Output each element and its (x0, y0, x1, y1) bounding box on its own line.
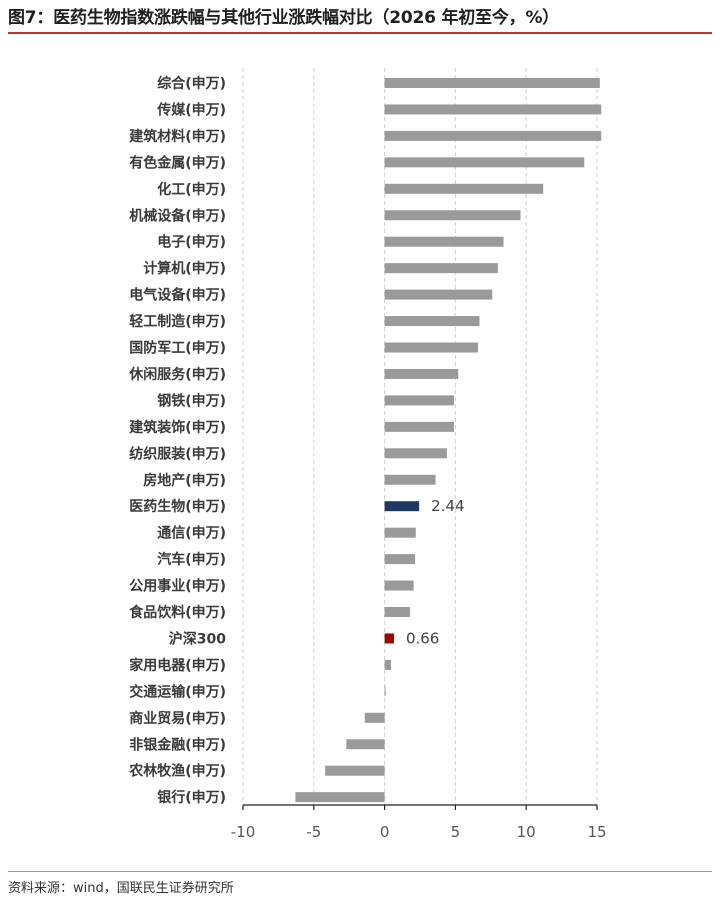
source-note: 资料来源：wind，国联民生证券研究所 (8, 881, 234, 896)
category-label: 钢铁(申万) (157, 392, 226, 409)
category-label: 交通运输(申万) (129, 683, 226, 700)
category-label: 计算机(申万) (143, 260, 226, 277)
category-label: 沪深300 (169, 630, 226, 647)
bar (384, 104, 602, 115)
bar (364, 712, 385, 723)
category-label: 化工(申万) (157, 181, 226, 198)
bar (384, 448, 447, 459)
chart-title: 图7：医药生物指数涨跌幅与其他行业涨跌幅对比（2026 年初至今，%） (8, 8, 560, 28)
category-label: 家用电器(申万) (129, 657, 226, 674)
x-tick-label: 15 (587, 823, 606, 841)
bar-chart: -10 -5 0 5 10 15 综合(申万) 传媒(申万) 建筑材料(申万) 有色金属(申万)… (128, 68, 607, 841)
category-label: 国防军工(申万) (129, 340, 226, 357)
category-label: 商业贸易(申万) (129, 710, 226, 727)
category-label: 休闲服务(申万) (128, 366, 226, 383)
x-tick-label: 0 (380, 823, 390, 841)
bar (346, 739, 385, 750)
x-tick-label: 10 (517, 823, 536, 841)
data-label: 2.44 (431, 497, 464, 515)
data-label: 0.66 (406, 629, 439, 647)
title-divider (8, 32, 712, 34)
bar (384, 421, 454, 432)
bar (384, 263, 498, 274)
bar (384, 580, 414, 591)
bar (384, 659, 391, 670)
bar (384, 527, 416, 538)
category-label: 传媒(申万) (156, 101, 226, 118)
bar (384, 183, 544, 194)
bar (384, 210, 521, 221)
category-label: 公用事业(申万) (129, 578, 226, 595)
category-label: 电气设备(申万) (129, 287, 226, 304)
bar (384, 686, 386, 697)
bar (384, 554, 416, 565)
category-label: 房地产(申万) (143, 472, 226, 489)
footer-divider (8, 871, 712, 872)
category-label: 有色金属(申万) (129, 154, 226, 171)
category-label: 食品饮料(申万) (129, 604, 226, 621)
bar (384, 633, 394, 644)
data-labels: 2.44 0.66 (406, 497, 465, 647)
bar (384, 368, 459, 379)
x-axis: -10 -5 0 5 10 15 (231, 804, 607, 841)
category-label: 纺织服装(申万) (129, 445, 226, 462)
category-label: 机械设备(申万) (129, 207, 226, 224)
category-label: 医药生物(申万) (129, 498, 226, 515)
bar (384, 342, 479, 353)
bars (295, 78, 602, 803)
x-tick-label: -5 (306, 823, 321, 841)
bar (325, 765, 385, 776)
category-label: 电子(申万) (157, 234, 226, 251)
category-label: 银行(申万) (157, 789, 226, 806)
category-label: 建筑材料(申万) (129, 128, 226, 145)
bar (384, 236, 504, 247)
bar (384, 130, 602, 141)
x-tick-label: 5 (451, 823, 461, 841)
category-label: 汽车(申万) (157, 551, 226, 568)
category-label: 农林牧渔(申万) (128, 763, 226, 780)
bar (384, 607, 411, 617)
bar (384, 474, 436, 485)
category-label: 建筑装饰(申万) (129, 419, 226, 436)
category-labels: 综合(申万) 传媒(申万) 建筑材料(申万) 有色金属(申万) 化工(申万) 机械设备(申… (128, 75, 226, 806)
gridlines (242, 68, 598, 805)
bar (384, 316, 480, 327)
x-tick-label: -10 (231, 823, 256, 841)
category-label: 通信(申万) (157, 525, 226, 542)
category-label: 轻工制造(申万) (129, 313, 226, 330)
bar (384, 157, 585, 168)
bar (384, 289, 493, 300)
category-label: 非银金融(申万) (129, 736, 226, 753)
category-label: 综合(申万) (157, 75, 226, 92)
bar (295, 792, 385, 803)
bar (384, 395, 454, 406)
bar (384, 78, 600, 88)
bar (384, 501, 420, 512)
